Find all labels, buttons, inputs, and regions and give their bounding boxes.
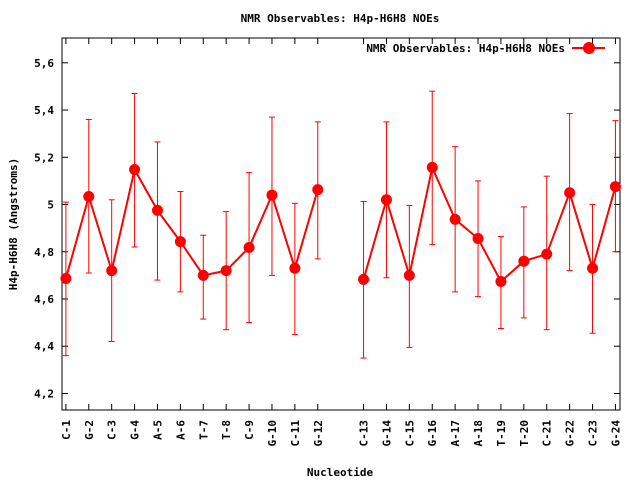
- x-tick-label: T-7: [197, 420, 210, 440]
- data-point-G-14: [380, 194, 392, 206]
- x-tick-label: G-22: [564, 420, 577, 447]
- data-point-G-24: [609, 181, 621, 193]
- axis-ticks: 4,2 4,4 4,6 4,8 5 5,2 5,4 5,6 C-1 G-2 C-3 G-4 A-5 A-6…: [34, 38, 622, 447]
- x-tick-label: C-1: [60, 420, 73, 440]
- x-tick-label: G-4: [129, 420, 142, 440]
- data-point-C-9: [243, 242, 255, 254]
- y-tick-label: 4,8: [34, 246, 54, 259]
- data-point-A-5: [151, 204, 163, 216]
- x-tick-label: G-14: [380, 420, 393, 447]
- x-tick-label: C-13: [358, 420, 371, 447]
- x-tick-label: A-6: [174, 420, 187, 440]
- data-point-C-1: [60, 272, 72, 284]
- y-tick-label: 5,2: [34, 151, 54, 164]
- legend-label: NMR Observables: H4p-H6H8 NOEs: [366, 42, 565, 55]
- plot-frame: [61, 37, 621, 411]
- data-point-C-3: [106, 265, 118, 277]
- data-point-C-13: [358, 273, 370, 285]
- legend-marker-swatch: [583, 42, 595, 54]
- series-line-segment-2: [362, 164, 617, 284]
- data-point-T-19: [495, 276, 507, 288]
- x-tick-label: C-3: [106, 420, 119, 440]
- x-tick-label: G-16: [426, 420, 439, 447]
- y-tick-label: 5: [47, 199, 54, 212]
- data-point-G-22: [564, 187, 576, 199]
- y-tick-label: 5,4: [34, 104, 54, 117]
- x-tick-label: T-8: [220, 420, 233, 440]
- y-tick-label: 4,4: [34, 340, 54, 353]
- data-point-A-17: [449, 213, 461, 225]
- data-point-G-10: [266, 189, 278, 201]
- x-tick-label: G-10: [266, 420, 279, 447]
- x-tick-label: G-2: [83, 420, 96, 440]
- legend: NMR Observables: H4p-H6H8 NOEs: [366, 42, 605, 55]
- data-point-G-2: [83, 190, 95, 202]
- data-series: [60, 90, 621, 359]
- y-axis-label: H4p-H6H8 (Angstroms): [7, 158, 20, 290]
- x-tick-label: G-24: [609, 420, 622, 447]
- data-point-G-12: [312, 184, 324, 196]
- x-tick-label: A-5: [151, 420, 164, 440]
- series-line-segment-1: [64, 166, 319, 279]
- data-point-C-23: [587, 262, 599, 274]
- x-tick-label: C-15: [403, 420, 416, 447]
- data-point-A-18: [472, 233, 484, 245]
- x-tick-label: T-19: [495, 420, 508, 447]
- y-tick-label: 4,6: [34, 293, 54, 306]
- x-tick-label: A-18: [472, 420, 485, 447]
- data-point-C-11: [289, 262, 301, 274]
- x-tick-label: C-23: [587, 420, 600, 447]
- x-tick-label: C-21: [541, 420, 554, 447]
- data-point-T-7: [197, 269, 209, 281]
- data-point-A-6: [174, 236, 186, 248]
- x-tick-label: T-20: [518, 420, 531, 447]
- x-tick-label: A-17: [449, 420, 462, 447]
- x-tick-label: C-9: [243, 420, 256, 440]
- x-axis-label: Nucleotide: [307, 466, 374, 479]
- data-point-G-4: [129, 164, 141, 176]
- y-tick-label: 5,6: [34, 57, 54, 70]
- data-point-C-15: [403, 269, 415, 281]
- x-tick-label: G-12: [312, 420, 325, 447]
- chart-title: NMR Observables: H4p-H6H8 NOEs: [241, 12, 440, 25]
- x-tick-label: C-11: [289, 420, 302, 447]
- data-point-T-8: [220, 265, 232, 277]
- data-point-T-20: [518, 255, 530, 267]
- y-tick-label: 4,2: [34, 387, 54, 400]
- data-point-G-16: [426, 161, 438, 173]
- data-point-C-21: [541, 248, 553, 260]
